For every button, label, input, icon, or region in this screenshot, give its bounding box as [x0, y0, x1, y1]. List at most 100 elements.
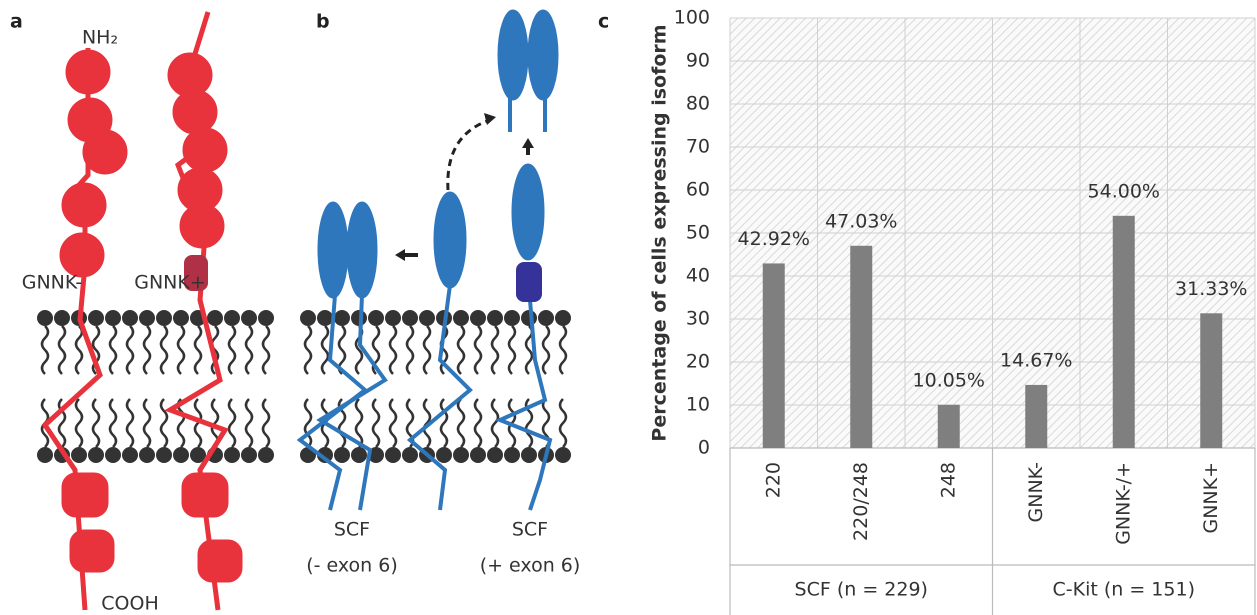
- lipid-tail: [354, 398, 364, 448]
- lipid-tail: [558, 398, 568, 448]
- lipid-tail: [261, 398, 271, 448]
- y-tick-label: 60: [686, 179, 710, 201]
- lipid-tail: [422, 398, 432, 448]
- lipid-tail: [57, 398, 67, 448]
- bar: [1200, 313, 1223, 448]
- lipid-tail: [473, 325, 483, 375]
- lipid-tail: [108, 325, 118, 375]
- lipid-head: [173, 447, 189, 463]
- bar: [1025, 384, 1048, 448]
- bar: [937, 404, 960, 448]
- lipid-head: [258, 310, 274, 326]
- x-tick-label: 248: [937, 462, 959, 498]
- lipid-head: [402, 310, 418, 326]
- lipid-tail: [473, 398, 483, 448]
- lipid-head: [139, 447, 155, 463]
- lipid-head: [317, 447, 333, 463]
- lipid-tail: [108, 398, 118, 448]
- lipid-tail: [40, 325, 50, 375]
- lipid-head: [470, 447, 486, 463]
- lipid-tail: [303, 325, 313, 375]
- lipid-tail: [244, 398, 254, 448]
- lipid-tail: [91, 325, 101, 375]
- group-label: C-Kit (n = 151): [1053, 579, 1195, 601]
- y-tick-label: 70: [686, 136, 710, 158]
- lipid-head: [402, 447, 418, 463]
- lipid-head: [368, 310, 384, 326]
- lipid-tail: [142, 325, 152, 375]
- lipid-head: [385, 310, 401, 326]
- lipid-head: [368, 447, 384, 463]
- y-tick-label: 10: [686, 394, 710, 416]
- lipid-head: [436, 447, 452, 463]
- lipid-head: [207, 310, 223, 326]
- lipid-head: [555, 310, 571, 326]
- lipid-tail: [227, 398, 237, 448]
- lipid-head: [487, 447, 503, 463]
- lipid-tail: [91, 398, 101, 448]
- y-tick-label: 20: [686, 351, 710, 373]
- lipid-head: [334, 447, 350, 463]
- value-label: 31.33%: [1175, 278, 1247, 300]
- value-label: 54.00%: [1088, 180, 1160, 202]
- lipid-head: [241, 310, 257, 326]
- lipid-tail: [439, 325, 449, 375]
- y-tick-label: 90: [686, 50, 710, 72]
- lipid-head: [156, 310, 172, 326]
- lipid-tail: [456, 398, 466, 448]
- value-label: 14.67%: [1000, 349, 1072, 371]
- lipid-head: [385, 447, 401, 463]
- lipid-head: [538, 310, 554, 326]
- lipid-head: [258, 447, 274, 463]
- y-tick-label: 50: [686, 222, 710, 244]
- arrows: [395, 113, 534, 261]
- lipid-tail: [142, 398, 152, 448]
- y-tick-label: 80: [686, 93, 710, 115]
- isoform-label: GNNK-: [22, 272, 82, 294]
- lipid-head: [156, 447, 172, 463]
- lipid-tail: [422, 325, 432, 375]
- lipid-head: [504, 310, 520, 326]
- lipid-tail: [558, 325, 568, 375]
- panel-label: c: [598, 11, 609, 33]
- lipid-head: [555, 447, 571, 463]
- lipid-tail: [244, 325, 254, 375]
- y-tick-label: 40: [686, 265, 710, 287]
- lipid-tail: [388, 398, 398, 448]
- y-tick-label: 0: [698, 437, 710, 459]
- lipid-tail: [74, 325, 84, 375]
- lipid-head: [241, 447, 257, 463]
- lipid-tail: [388, 325, 398, 375]
- lipid-tail: [261, 325, 271, 375]
- x-tick-label: GNNK-/+: [1112, 462, 1134, 545]
- lipid-head: [453, 310, 469, 326]
- lipid-head: [504, 447, 520, 463]
- panel-label: b: [316, 11, 330, 33]
- value-label: 10.05%: [913, 369, 985, 391]
- lipid-head: [105, 310, 121, 326]
- protein-a: [41, 11, 243, 611]
- lipid-head: [105, 447, 121, 463]
- lipid-tail: [371, 398, 381, 448]
- lipid-head: [317, 310, 333, 326]
- lipid-head: [521, 310, 537, 326]
- lipid-head: [122, 310, 138, 326]
- lipid-head: [224, 447, 240, 463]
- isoform-label: (+ exon 6): [480, 555, 581, 577]
- y-tick-label: 30: [686, 308, 710, 330]
- lipid-head: [139, 310, 155, 326]
- lipid-tail: [541, 325, 551, 375]
- lipid-tail: [227, 325, 237, 375]
- lipid-head: [453, 447, 469, 463]
- lipid-tail: [507, 325, 517, 375]
- lipid-head: [37, 447, 53, 463]
- isoform-label: GNNK+: [134, 272, 206, 294]
- terminus-label: COOH: [101, 593, 158, 615]
- lipid-tail: [405, 325, 415, 375]
- lipid-head: [173, 310, 189, 326]
- x-tick-label: GNNK+: [1200, 462, 1222, 534]
- lipid-tail: [74, 398, 84, 448]
- lipid-head: [300, 310, 316, 326]
- lipid-tail: [337, 325, 347, 375]
